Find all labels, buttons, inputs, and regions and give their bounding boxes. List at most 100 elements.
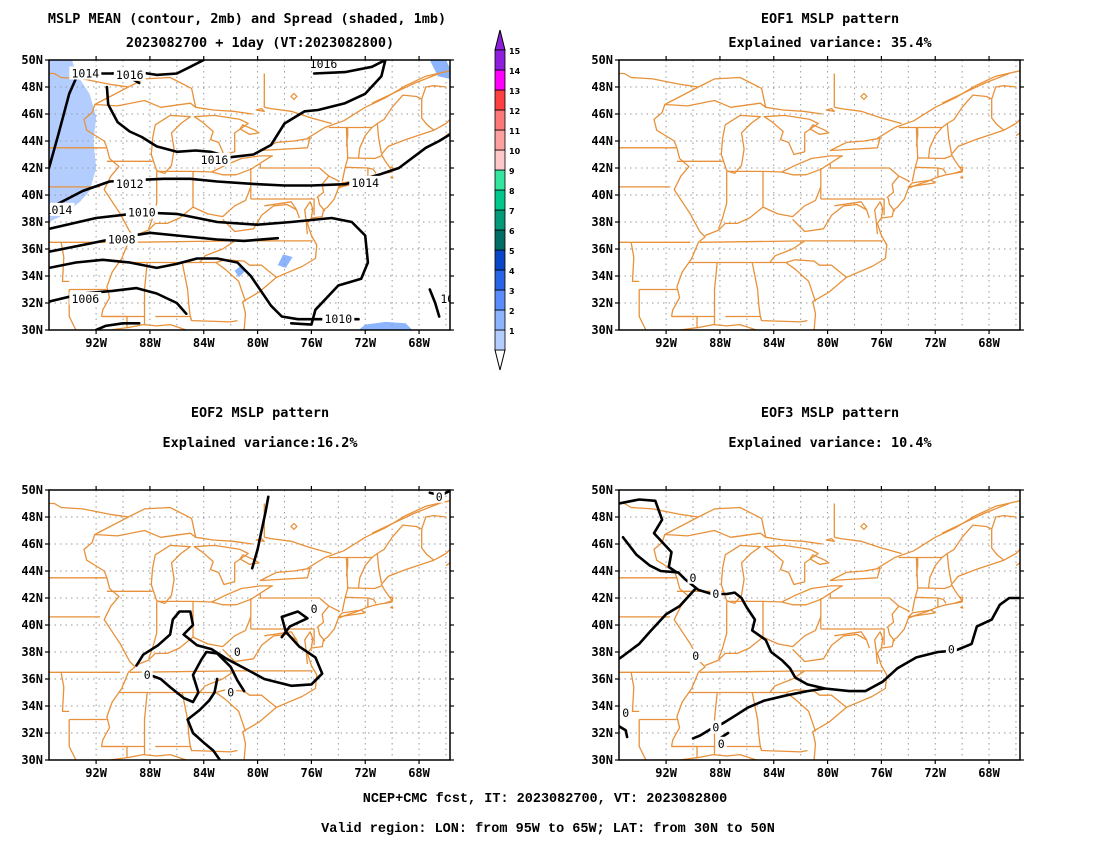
- panel3-title-line2: Explained variance:16.2%: [162, 435, 358, 451]
- map-boundary-tx-la: [638, 289, 647, 330]
- map-island-marker: [860, 522, 868, 531]
- map-boundary-lake-champlain: [345, 127, 349, 147]
- map-boundary-lake-nipissing: [825, 107, 835, 112]
- map-boundary-pa-ny: [259, 594, 340, 613]
- contour-label: 0: [234, 645, 241, 659]
- lat-label: 44N: [21, 134, 43, 148]
- panel2-title-line2: Explained variance: 35.4%: [728, 35, 932, 51]
- lon-label: 80W: [817, 336, 839, 350]
- map-boundary-nh-me: [376, 553, 383, 584]
- spread-shade-region: [429, 60, 450, 79]
- contour-label: 0: [311, 602, 318, 616]
- map-boundary-lake-ontario: [259, 567, 311, 582]
- map-boundary-lake-erie: [781, 585, 844, 606]
- contour-label-bg: [225, 685, 237, 699]
- map-boundary-ontario-north: [195, 106, 253, 115]
- colorbar-level-label: 14: [509, 67, 521, 76]
- map-boundary-fundy: [433, 548, 450, 561]
- contour-label-bg: [69, 66, 102, 80]
- map-boundary-lake-huron: [193, 114, 249, 156]
- map-boundary-lake-superior: [664, 76, 767, 108]
- map-boundary-ny-east: [911, 127, 919, 182]
- contour-label-bg: [308, 601, 320, 615]
- colorbar-swatch: [494, 109, 506, 131]
- map-boundary-fundy: [1003, 548, 1020, 561]
- map-interior: [619, 60, 1020, 330]
- map-boundary-fl-border: [725, 315, 808, 323]
- contour-label-bg: [113, 177, 146, 191]
- lat-label: 50N: [21, 53, 43, 67]
- map-boundary-ky-tn: [699, 670, 805, 673]
- map-interior: 1014 1016 1016 1016 1014 1014 1012 1010 1008 1006…: [49, 60, 450, 330]
- colorbar-swatch: [494, 329, 506, 351]
- lon-label: 92W: [655, 766, 677, 780]
- lat-label: 32N: [591, 296, 613, 310]
- colorbar-swatch: [494, 229, 506, 251]
- lat-label: 30N: [591, 753, 613, 767]
- lat-label: 32N: [21, 726, 43, 740]
- map-boundary-lake-michigan: [720, 544, 761, 605]
- map-boundary-ma-south: [344, 596, 377, 604]
- map-boundary-mason-dixon: [250, 628, 315, 646]
- lat-label: 42N: [21, 591, 43, 605]
- map-boundary-vt-nh: [357, 127, 373, 158]
- map-boundary-vt-nh: [927, 557, 943, 588]
- map-boundary-nc-sc: [785, 689, 847, 708]
- map-boundary-nb-border: [421, 85, 447, 100]
- map-boundary-ok-border: [630, 672, 640, 713]
- lat-label: 50N: [591, 483, 613, 497]
- map-boundary-mason-dixon: [250, 198, 315, 216]
- contour-line: [49, 231, 280, 253]
- contour-label: 1012: [116, 177, 144, 191]
- contour-label: 1014: [351, 176, 379, 190]
- lon-label: 72W: [924, 336, 946, 350]
- colorbar-level-label: 15: [509, 47, 521, 56]
- contour-label-bg: [687, 570, 699, 584]
- map-boundary-ma-north: [347, 585, 382, 590]
- contour-label-bg: [715, 736, 727, 750]
- colorbar-swatch: [494, 309, 506, 331]
- map-boundary-long-island: [907, 609, 936, 618]
- lat-label: 48N: [21, 80, 43, 94]
- map-boundary-tx-la: [638, 719, 647, 760]
- map-boundary-long-island: [907, 179, 936, 188]
- lat-label: 46N: [591, 107, 613, 121]
- lat-label: 38N: [21, 215, 43, 229]
- map-boundary-ms-al: [143, 262, 148, 325]
- map-boundary-nc-sc: [215, 689, 277, 708]
- map-boundary-wv-va: [792, 633, 867, 663]
- lat-label: 48N: [591, 80, 613, 94]
- map-boundary-lake-erie: [781, 155, 844, 176]
- contour-line: [49, 257, 360, 321]
- map-boundary-ms-al: [713, 262, 718, 325]
- map-boundary-mason-dixon: [820, 628, 885, 646]
- map-boundary-delaware-bay: [887, 627, 896, 642]
- map-boundary-pa-ny: [829, 594, 910, 613]
- lat-label: 32N: [21, 296, 43, 310]
- map-boundary-fl-border: [155, 745, 238, 753]
- map-boundary-st-lawrence-south: [941, 502, 1010, 534]
- colorbar-swatch: [494, 269, 506, 291]
- map-boundary-wv-va: [792, 203, 867, 233]
- map-boundary-ga-sc: [785, 261, 817, 302]
- map-boundary-island-ne: [390, 606, 394, 609]
- map-boundary-atlantic-coast: [812, 129, 1005, 330]
- map-boundary-mason-dixon: [820, 198, 885, 216]
- lat-label: 38N: [591, 645, 613, 659]
- map-boundary-lake-ontario: [829, 137, 881, 152]
- lon-label: 80W: [247, 766, 269, 780]
- map-boundary-mn-wi: [653, 104, 678, 149]
- lat-label: 40N: [591, 188, 613, 202]
- map-boundary-nb-border: [421, 514, 447, 530]
- colorbar-max-arrow: [494, 29, 506, 51]
- panel1-title-line2: 2023082700 + 1day (VT:2023082800): [126, 35, 394, 51]
- map-island-marker: [290, 522, 298, 531]
- lon-label: 76W: [301, 336, 323, 350]
- lat-label: 42N: [591, 591, 613, 605]
- map-boundary-mi-oh: [726, 170, 782, 173]
- lon-label: 68W: [978, 766, 1000, 780]
- map-frame: [618, 59, 1021, 331]
- map-boundary-nb-border: [991, 85, 1017, 100]
- lat-label: 40N: [21, 618, 43, 632]
- lon-label: 84W: [193, 336, 215, 350]
